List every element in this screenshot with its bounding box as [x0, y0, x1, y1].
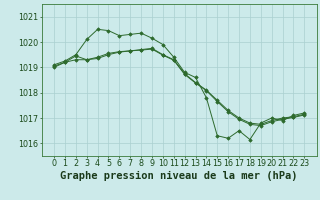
X-axis label: Graphe pression niveau de la mer (hPa): Graphe pression niveau de la mer (hPa)	[60, 171, 298, 181]
